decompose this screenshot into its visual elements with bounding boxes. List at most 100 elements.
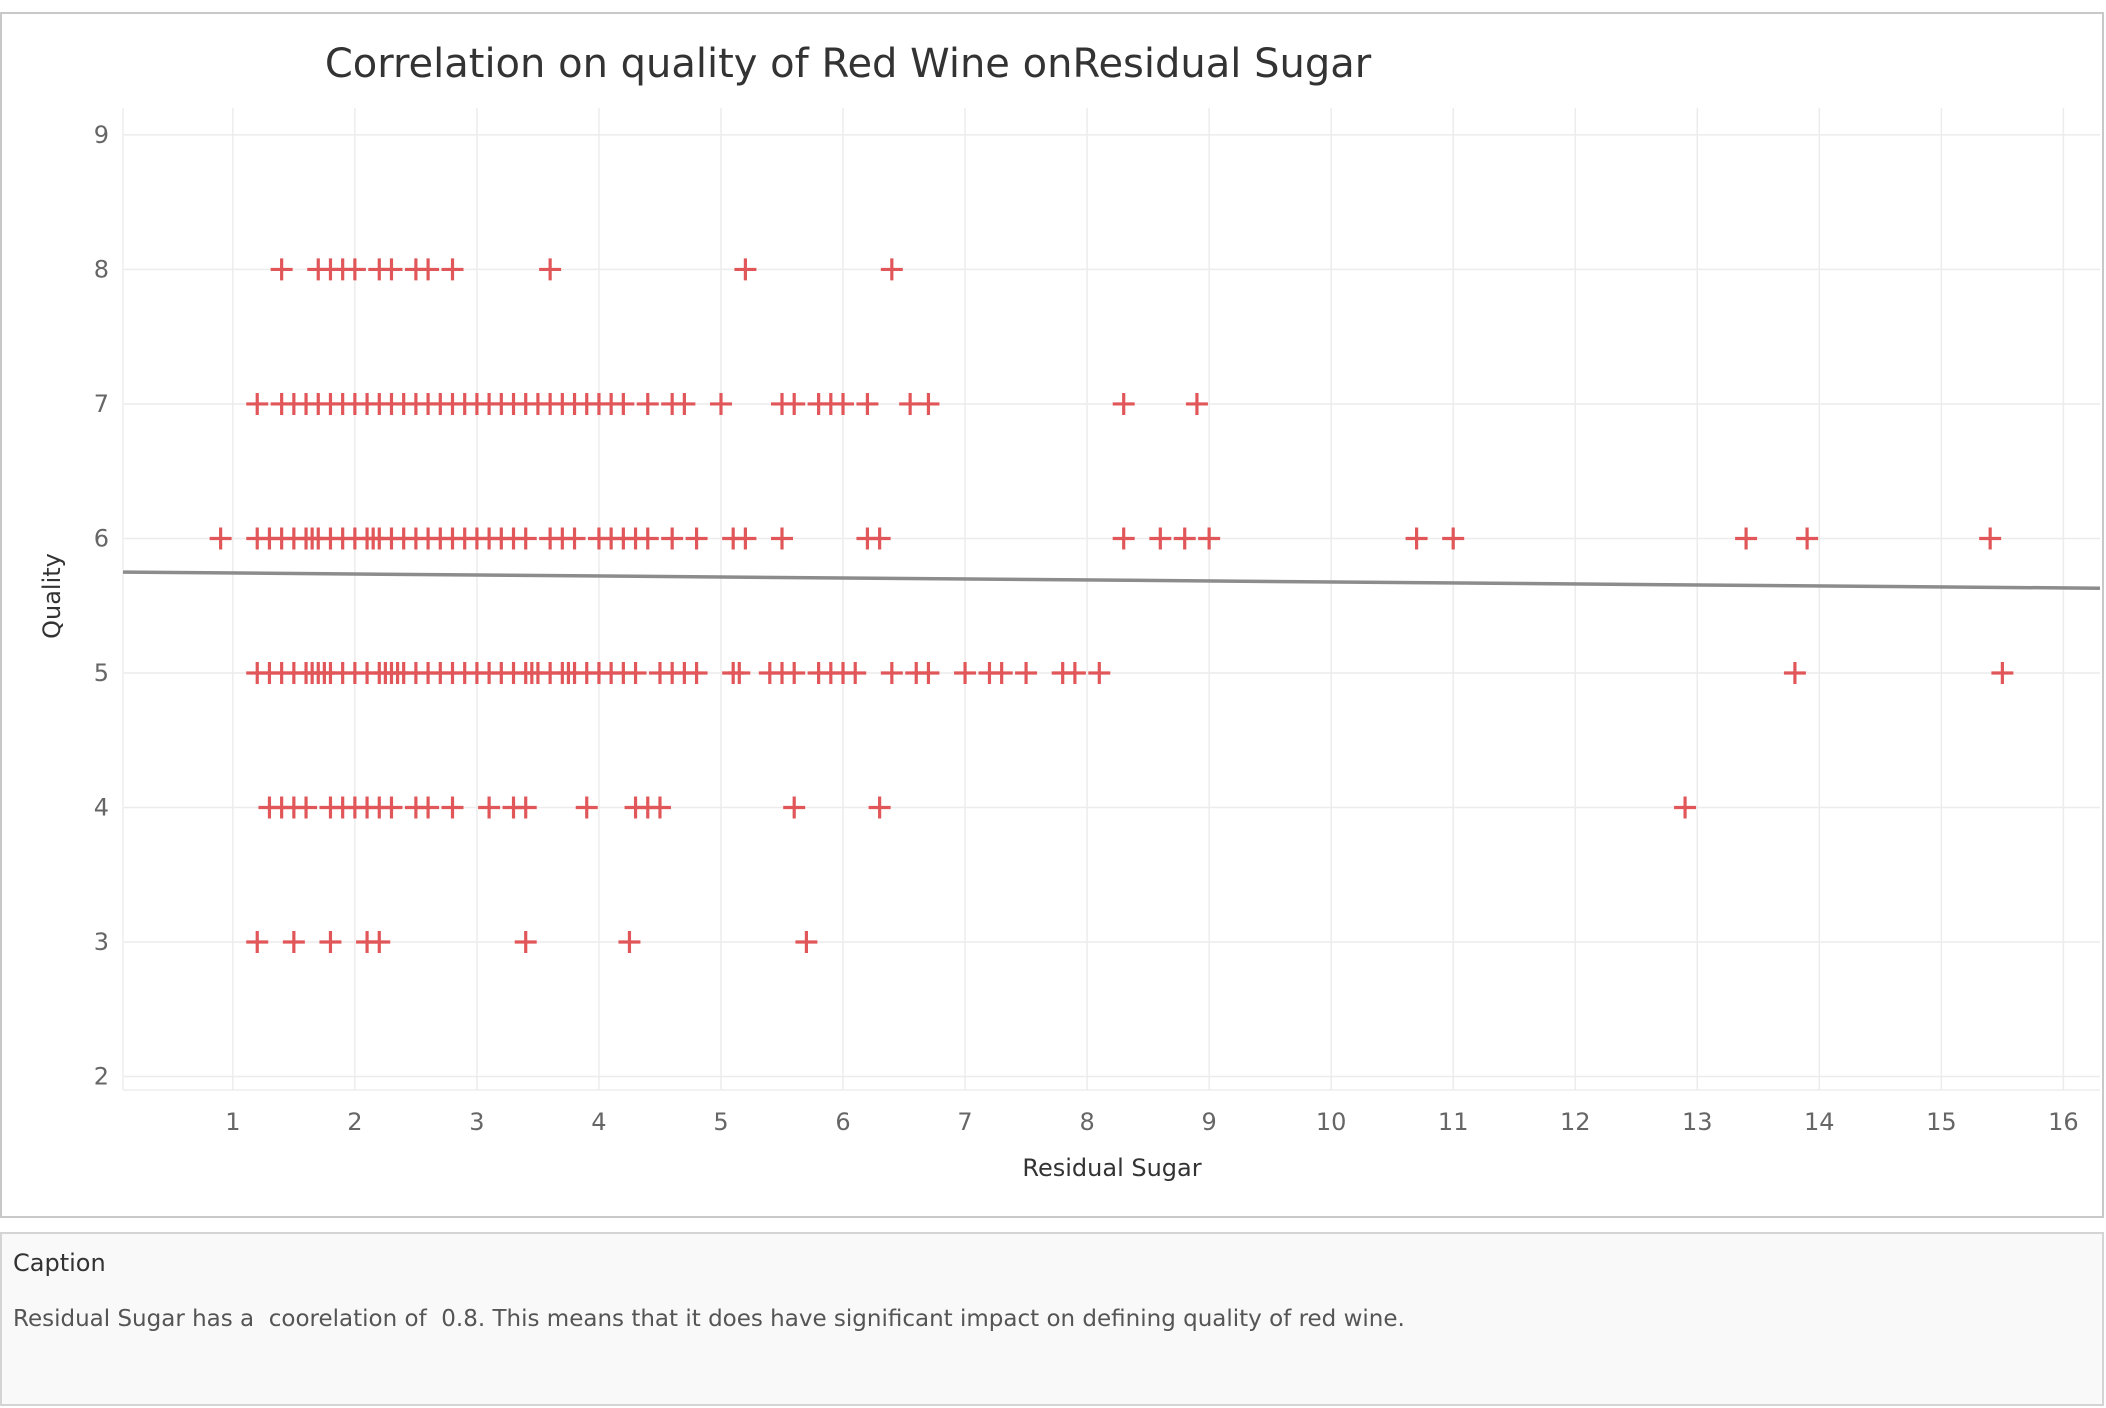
data-point [1674,796,1697,819]
data-point [880,661,903,684]
trend-line-group [122,570,2101,590]
data-point [783,392,806,415]
data-point [1063,661,1086,684]
data-point [441,796,464,819]
x-tick-label: 3 [469,1108,484,1136]
data-point [709,392,732,415]
data-point [990,661,1013,684]
data-point [636,392,659,415]
x-tick-label: 2 [347,1108,362,1136]
x-tick-label: 16 [2048,1108,2079,1136]
data-point [1198,527,1221,550]
data-point [209,527,232,550]
scatter-chart: Correlation on quality of Red Wine onRes… [38,41,2101,1182]
data-point [246,931,269,954]
data-point [380,796,403,819]
data-point [734,527,757,550]
data-point [868,527,891,550]
x-axis-title: Residual Sugar [1022,1154,1201,1182]
data-point [1112,527,1135,550]
x-tick-label: 10 [1316,1108,1347,1136]
data-point [1015,661,1038,684]
data-point [954,661,977,684]
caption-text: Residual Sugar has a coorelation of 0.8.… [13,1306,1405,1332]
data-point [380,258,403,281]
x-tick-label: 6 [835,1108,850,1136]
trend-line [122,570,2101,590]
x-tick-label: 1 [225,1108,240,1136]
x-tick-label: 14 [1804,1108,1835,1136]
y-tick-label: 8 [94,255,109,283]
data-point [246,392,269,415]
data-point [539,258,562,281]
data-point [1405,527,1428,550]
x-tick-label: 9 [1201,1108,1216,1136]
data-point [282,931,305,954]
data-point [441,258,464,281]
data-point [661,527,684,550]
data-point [295,796,318,819]
chart-title: Correlation on quality of Red Wine onRes… [325,41,1372,87]
data-point [880,258,903,281]
x-tick-label: 7 [957,1108,972,1136]
chart-panel [0,12,2104,1218]
data-point [868,796,891,819]
data-point [783,796,806,819]
data-point [795,931,818,954]
data-point [368,931,391,954]
data-point [1783,661,1806,684]
data-point [1991,661,2014,684]
data-point [734,258,757,281]
y-axis-title: Quality [38,553,66,639]
data-point [844,661,867,684]
data-point [1088,661,1111,684]
data-point [832,392,855,415]
data-point [1796,527,1819,550]
x-tick-label: 5 [713,1108,728,1136]
data-point [728,661,751,684]
data-point [685,527,708,550]
data-point [917,661,940,684]
y-tick-label: 5 [94,659,109,687]
y-tick-label: 3 [94,928,109,956]
data-point [417,258,440,281]
data-point [771,527,793,550]
x-tick-label: 8 [1079,1108,1094,1136]
data-point [636,527,659,550]
data-point [478,796,501,819]
y-tick-label: 4 [94,794,109,822]
data-point [1735,527,1758,550]
data-point [343,258,366,281]
data-point [612,392,635,415]
y-axis-ticks: 2 3 4 5 6 7 8 9 [94,121,109,1091]
data-point [624,661,647,684]
data-point [514,931,537,954]
caption-title: Caption [13,1249,106,1277]
y-tick-label: 7 [94,390,109,418]
data-points [209,258,2014,954]
data-point [514,796,537,819]
data-point [270,258,293,281]
x-tick-label: 15 [1926,1108,1957,1136]
y-tick-label: 9 [94,121,109,149]
data-point [319,931,342,954]
data-point [417,796,440,819]
gridlines [122,108,2100,1091]
data-point [563,527,586,550]
x-tick-label: 13 [1682,1108,1713,1136]
data-point [1442,527,1465,550]
x-axis-ticks: 1 2 3 4 5 6 7 8 9 10 11 12 13 14 15 16 [225,1108,2078,1136]
data-point [1185,392,1208,415]
data-point [514,527,537,550]
data-point [1979,527,2002,550]
x-tick-label: 11 [1438,1108,1469,1136]
data-point [685,661,708,684]
data-point [783,661,806,684]
data-point [575,796,598,819]
data-point [673,392,696,415]
data-point [856,392,879,415]
data-point [1112,392,1135,415]
data-point [917,392,940,415]
data-point [648,796,671,819]
y-tick-label: 6 [94,524,109,552]
